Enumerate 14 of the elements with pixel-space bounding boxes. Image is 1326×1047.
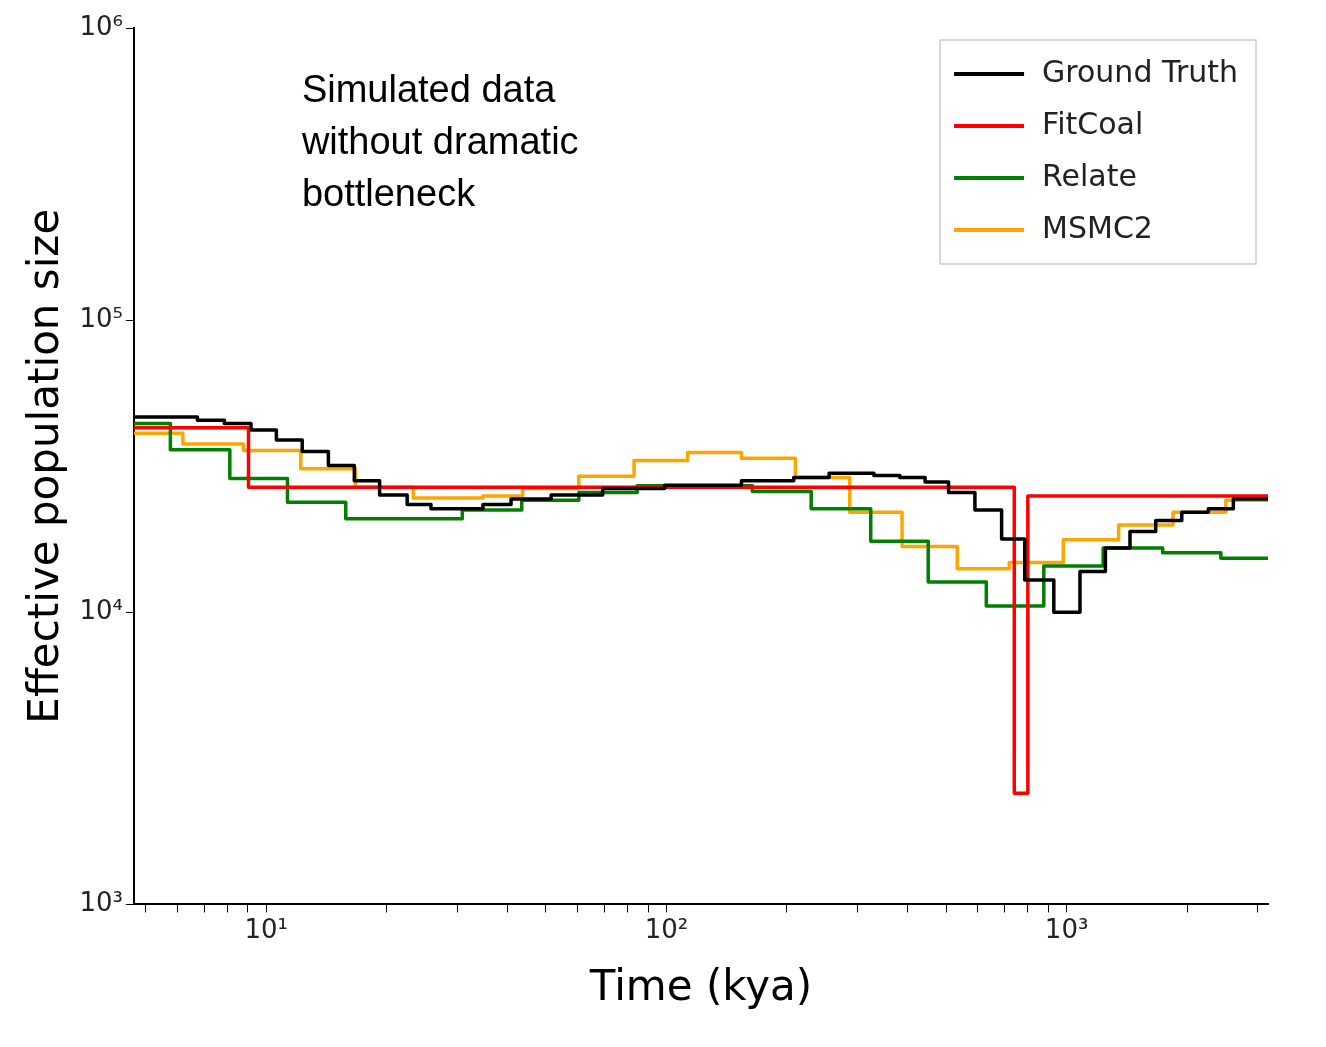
x-tick-label: 10³ [1044, 913, 1089, 944]
y-axis-title: Effective population size [19, 208, 69, 724]
legend-label: FitCoal [1042, 105, 1144, 141]
x-axis-title: Time (kya) [588, 960, 813, 1010]
legend-label: Ground Truth [1042, 53, 1239, 89]
y-tick-label: 10³ [79, 887, 123, 918]
legend-label: MSMC2 [1042, 209, 1153, 245]
x-tick-label: 10¹ [244, 913, 288, 944]
y-tick-label: 10⁴ [79, 595, 123, 626]
legend-label: Relate [1042, 157, 1137, 193]
x-tick-label: 10² [644, 913, 689, 944]
annotation: Simulated data without dramatic bottleneck [300, 68, 579, 215]
y-tick-label: 10⁵ [79, 302, 123, 333]
y-tick-label: 10⁶ [79, 10, 123, 41]
